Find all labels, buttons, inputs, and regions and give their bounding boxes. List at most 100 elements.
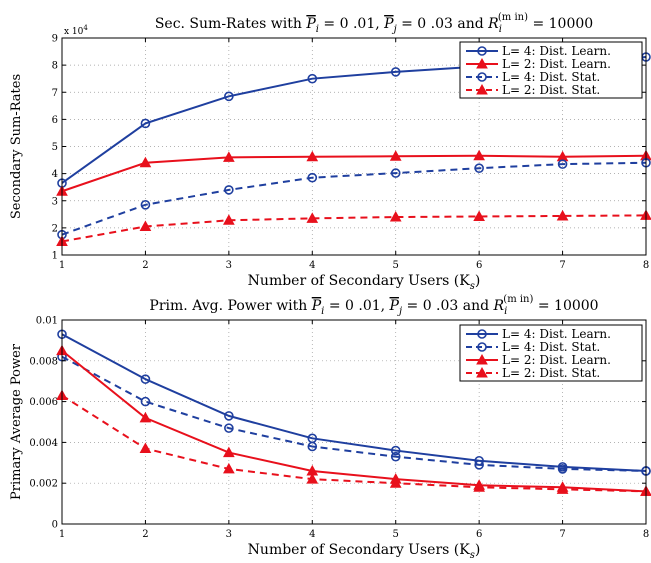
chart-1: 1 2 3 4 5 6 7 8 1 2 3 4 5 6 7 8 9 x 104 Sec. Sum-Rates wit… — [9, 12, 651, 292]
data-point — [307, 172, 318, 183]
series-line — [61, 394, 647, 493]
data-point — [223, 446, 235, 458]
grid — [62, 320, 646, 524]
data-point — [139, 220, 152, 232]
data-point — [390, 445, 401, 456]
x-tick-label: 1 — [59, 529, 65, 540]
data-point — [389, 210, 402, 222]
x-tick-label: 2 — [142, 260, 148, 271]
data-point — [473, 149, 485, 161]
legend-marker — [476, 353, 488, 365]
data-point — [223, 214, 235, 225]
legend-label: L= 2: Dist. Stat. — [502, 83, 600, 97]
legend-item: L= 2: Dist. Stat. — [466, 366, 600, 380]
data-point — [390, 168, 401, 178]
legend-item: L= 4: Dist. Stat. — [466, 70, 600, 84]
legend-marker — [476, 83, 488, 95]
legend: L= 4: Dist. Learn.L= 2: Dist. Learn.L= 4… — [459, 41, 643, 99]
y-axis-label: Secondary Sum-Rates — [9, 74, 24, 219]
data-point — [474, 163, 484, 173]
y-tick-label: 0.008 — [29, 356, 58, 367]
series-3 — [57, 157, 651, 240]
series-line — [61, 214, 647, 243]
x-tick-label: 6 — [476, 529, 482, 540]
legend-marker — [476, 57, 488, 69]
y-tick-label: 8 — [52, 61, 58, 72]
x-tick-label: 4 — [309, 260, 315, 271]
data-point — [140, 396, 151, 407]
legend-item: L= 4: Dist. Learn. — [466, 327, 611, 341]
y-tick-label: 5 — [52, 142, 58, 153]
x-tick-label: 7 — [559, 260, 565, 271]
x-tick-label: 8 — [643, 260, 649, 271]
data-point — [307, 441, 318, 452]
x-tick-label: 2 — [142, 529, 148, 540]
data-point — [473, 210, 485, 221]
data-point — [224, 91, 234, 102]
chart-title: Prim. Avg. Power with Pi = 0 .01, Pj = 0… — [149, 294, 598, 317]
data-point — [557, 159, 568, 169]
x-tick-label: 1 — [59, 260, 65, 271]
data-point — [474, 460, 484, 470]
data-point — [139, 156, 152, 168]
data-point — [557, 464, 568, 474]
legend-marker — [477, 46, 487, 56]
legend-item: L= 2: Dist. Learn. — [466, 353, 611, 367]
legend-label: L= 2: Dist. Stat. — [502, 366, 600, 380]
data-point — [556, 483, 569, 494]
legend-marker — [477, 329, 487, 339]
data-point — [224, 411, 234, 421]
x-tick-label: 7 — [559, 529, 565, 540]
data-point — [473, 481, 485, 492]
data-point — [140, 118, 151, 129]
data-point — [556, 209, 569, 221]
x-tick-label: 5 — [393, 260, 399, 271]
chart-title: Sec. Sum-Rates with Pi = 0 .01, Pj = 0 .… — [155, 12, 593, 35]
y-tick-label: 0.004 — [29, 438, 58, 449]
data-point — [223, 151, 235, 162]
legend-label: L= 2: Dist. Learn. — [502, 353, 611, 367]
chart-2: 1 2 3 4 5 6 7 8 0 0.002 0.004 0.006 0.008 0.01 Prim. A… — [9, 294, 651, 561]
x-tick-label: 5 — [393, 529, 399, 540]
y-tick-label: 0.002 — [29, 479, 58, 490]
x-tick-label: 3 — [226, 529, 232, 540]
legend-label: L= 2: Dist. Learn. — [502, 57, 611, 71]
legend-marker — [476, 366, 488, 378]
data-point — [224, 185, 234, 195]
y-tick-label: 9 — [52, 34, 58, 45]
y-tick-label: 3 — [52, 196, 58, 207]
x-tick-label: 3 — [226, 260, 232, 271]
y-tick-label: 6 — [52, 115, 58, 126]
x-tick-label: 4 — [309, 529, 315, 540]
x-tick-label: 6 — [476, 260, 482, 271]
legend: L= 4: Dist. Learn.L= 4: Dist. Stat.L= 2:… — [459, 324, 643, 382]
series-line — [61, 161, 647, 236]
data-point — [139, 442, 152, 454]
data-point — [223, 462, 235, 474]
data-point — [224, 423, 234, 433]
y-tick-label: 2 — [52, 223, 58, 234]
series-line — [61, 349, 647, 493]
y-tick-label: 1 — [52, 251, 58, 262]
series-2 — [56, 149, 651, 196]
legend-marker — [477, 72, 487, 82]
series-line — [61, 154, 647, 193]
legend-marker — [477, 342, 487, 352]
legend-label: L= 4: Dist. Stat. — [502, 340, 600, 354]
x-tick-label: 8 — [643, 529, 649, 540]
axes-frame — [61, 319, 647, 525]
y-tick-label: 0 — [52, 520, 58, 531]
data-point — [306, 473, 319, 484]
x-axis-label: Number of Secondary Users (Ks) — [248, 273, 481, 292]
x-axis-label: Number of Secondary Users (Ks) — [248, 542, 481, 561]
data-point — [306, 212, 319, 223]
y-axis-label: Primary Average Power — [9, 343, 24, 500]
data-point — [389, 477, 402, 488]
series-line — [61, 333, 647, 472]
data-point — [140, 374, 151, 384]
y-multiplier: x 104 — [64, 24, 88, 37]
series-line — [61, 355, 647, 472]
y-tick-label: 7 — [52, 88, 58, 99]
legend-label: L= 4: Dist. Learn. — [502, 327, 611, 341]
legend-item: L= 4: Dist. Stat. — [466, 340, 600, 354]
